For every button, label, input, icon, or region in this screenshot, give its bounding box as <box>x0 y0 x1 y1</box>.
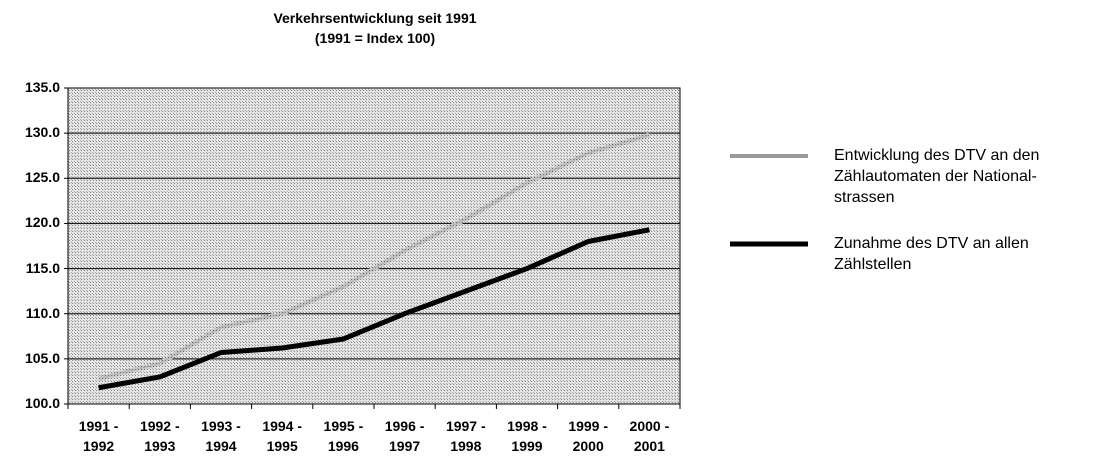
legend-label: Zunahme des DTV an allen Zählstellen <box>834 235 1029 273</box>
x-tick-label: 1995 - 1996 <box>323 418 364 454</box>
x-tick-label: 1997 - 1998 <box>445 418 486 454</box>
x-tick-label: 1994 - 1995 <box>262 418 303 454</box>
y-tick-label: 130.0 <box>24 124 60 141</box>
chart-subtitle: (1991 = Index 100) <box>314 30 436 46</box>
x-tick-label: 1992 - 1993 <box>139 418 180 454</box>
plot-area <box>67 87 681 405</box>
legend-label: Entwicklung des DTV an den Zählautomaten… <box>834 147 1040 206</box>
x-tick-label: 1991 - 1992 <box>78 418 119 454</box>
y-tick-label: 120.0 <box>24 214 60 231</box>
chart-title: Verkehrsentwicklung seit 1991 <box>273 10 477 26</box>
y-tick-label: 110.0 <box>25 304 60 321</box>
y-tick-label: 100.0 <box>24 395 60 411</box>
x-tick-label: 2000 - 2001 <box>629 418 670 454</box>
x-tick-label: 1993 - 1994 <box>201 418 241 454</box>
x-tick-label: 1998 - 1999 <box>507 418 547 454</box>
line <box>98 227 650 391</box>
y-tick-label: 135.0 <box>24 79 60 95</box>
y-tick-label: 115.0 <box>25 259 60 276</box>
x-tick-label: 1999 - 2000 <box>568 418 609 454</box>
line-edge <box>98 134 650 380</box>
y-tick-label: 125.0 <box>24 169 60 186</box>
x-tick-label: 1996 - 1997 <box>384 418 425 454</box>
y-tick-label: 105.0 <box>24 349 60 366</box>
